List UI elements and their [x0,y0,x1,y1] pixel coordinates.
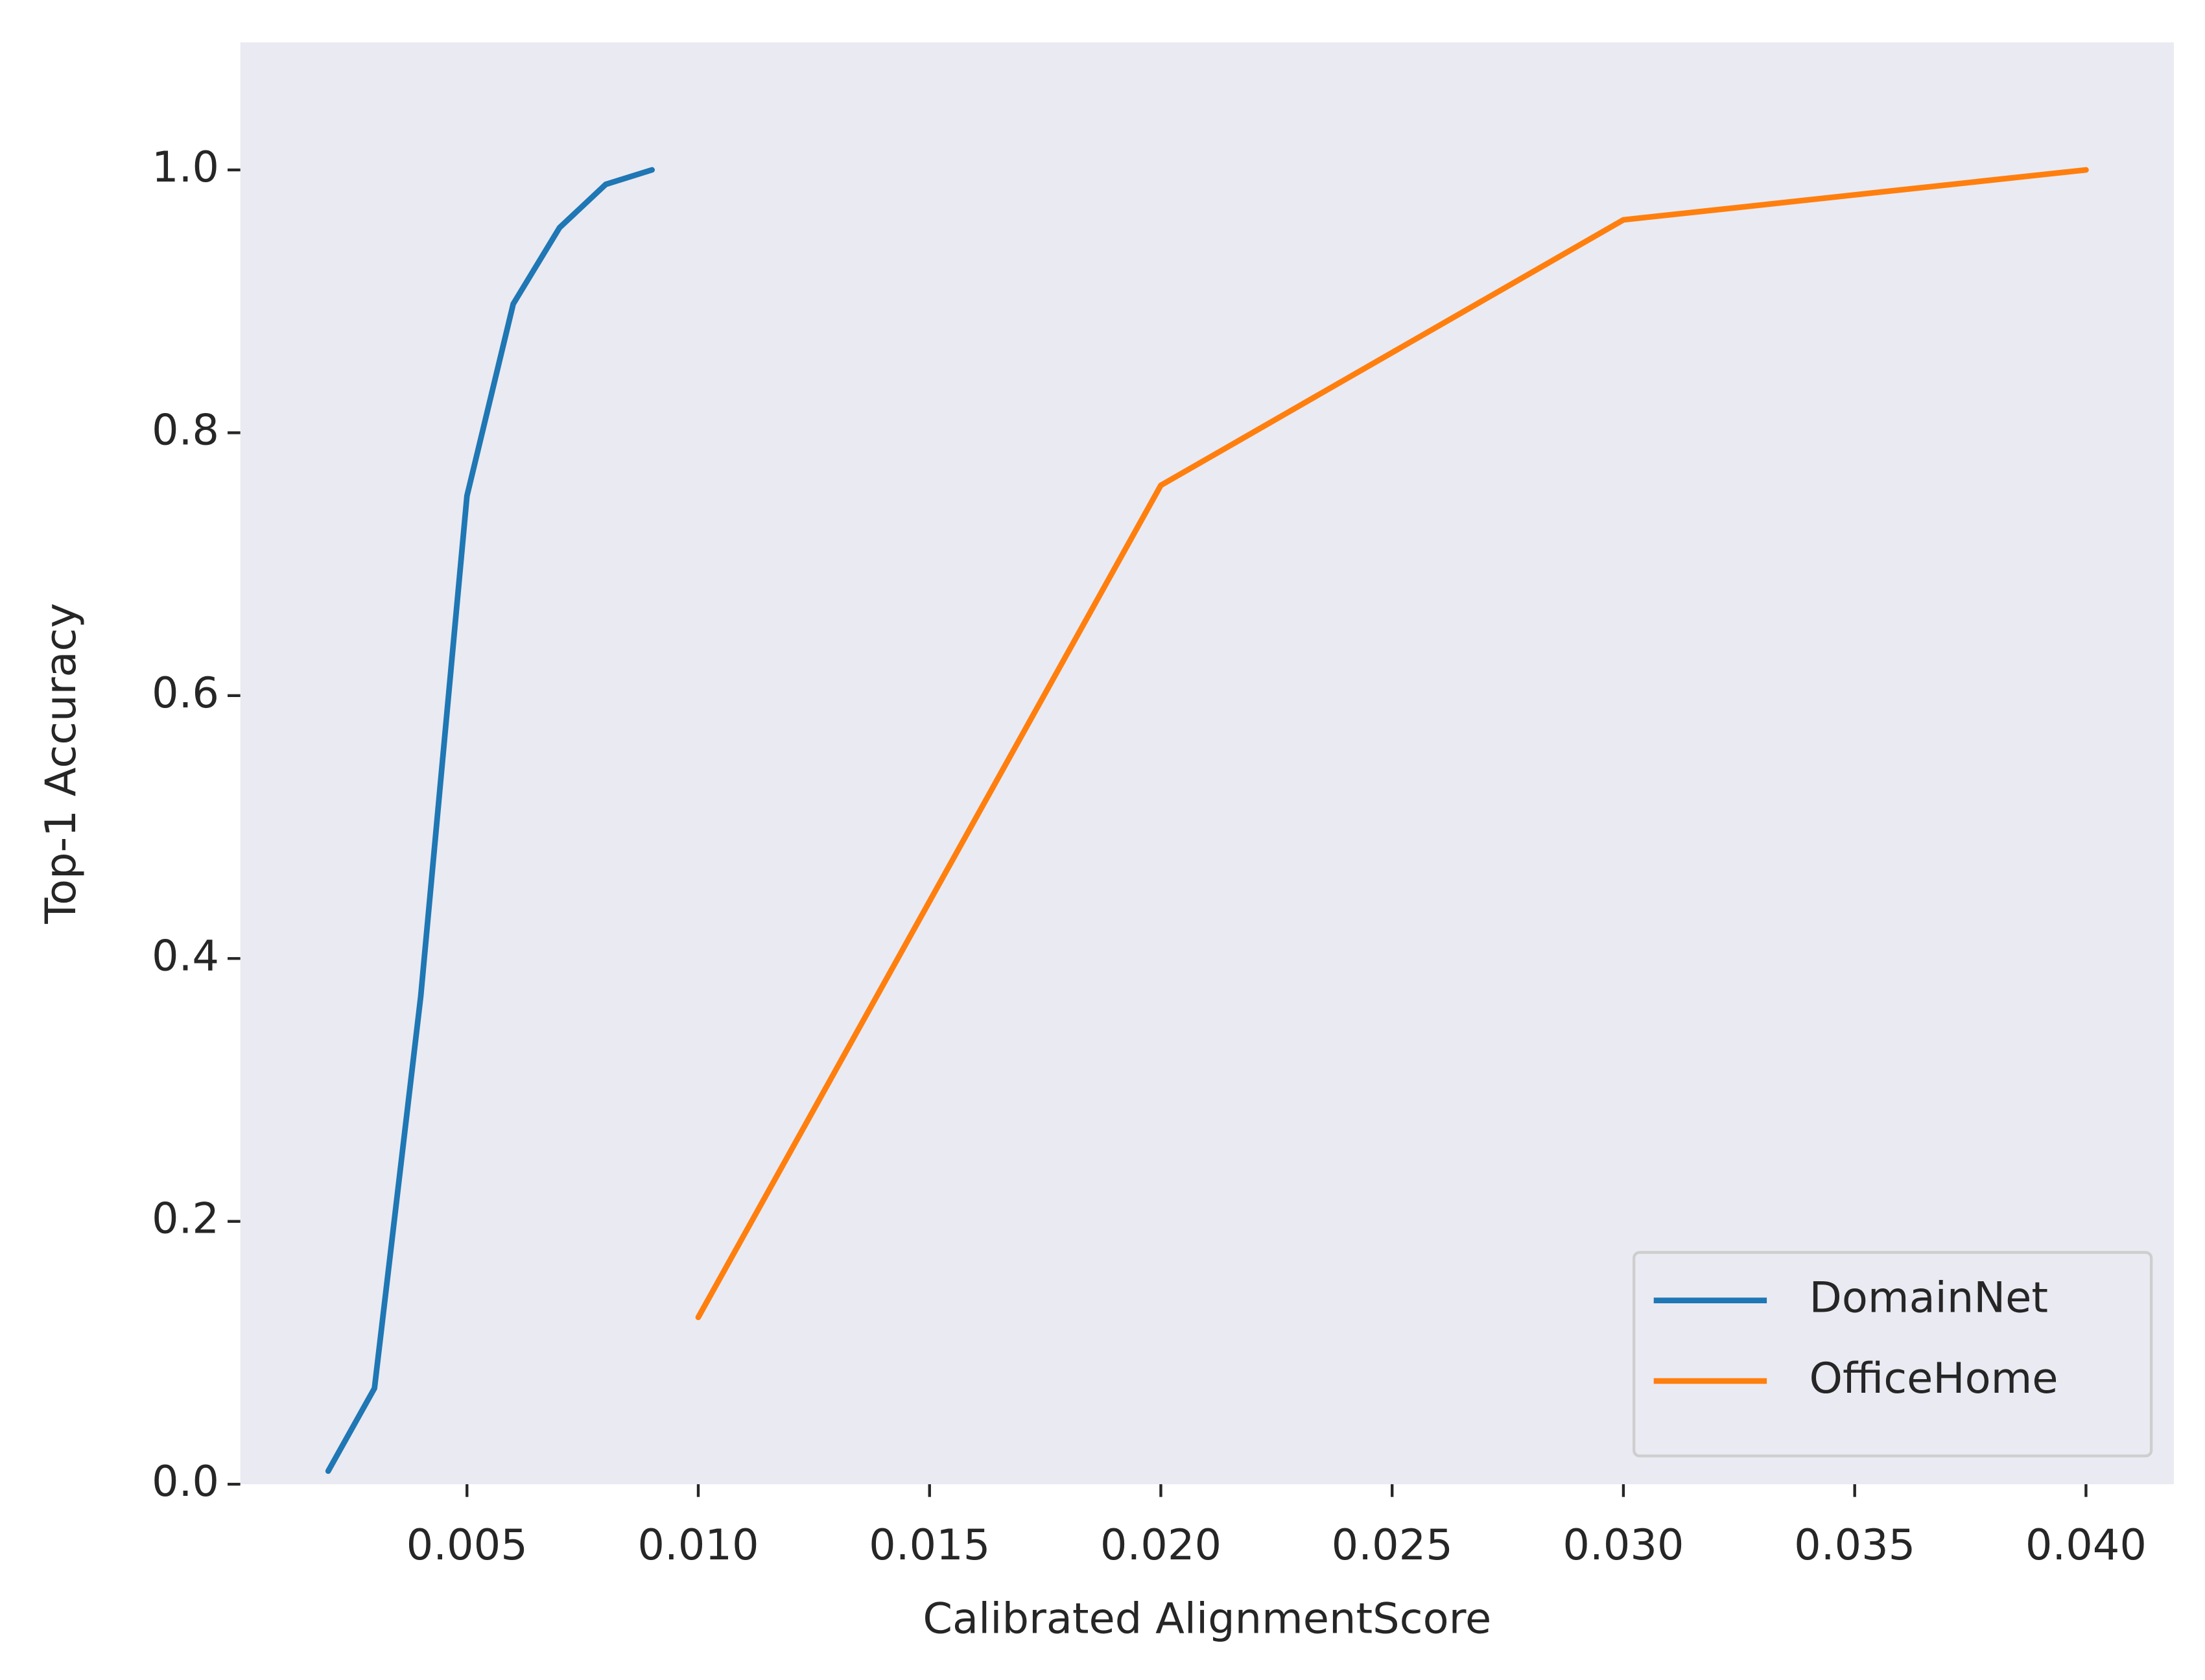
x-tick-label: 0.035 [1794,1520,1915,1570]
x-tick-label: 0.030 [1562,1520,1684,1570]
x-tick-label: 0.040 [2025,1520,2147,1570]
y-tick-label: 0.8 [152,405,219,455]
x-axis-label: Calibrated AlignmentScore [923,1594,1491,1644]
y-tick-label: 1.0 [152,143,219,192]
y-tick-label: 0.2 [152,1194,219,1244]
x-tick-label: 0.005 [407,1520,528,1570]
y-tick-label: 0.4 [152,931,219,980]
line-series [325,167,655,1474]
y-axis-label: Top-1 Accuracy [36,603,86,925]
legend: DomainNet OfficeHome [1633,1251,2153,1458]
x-tick-label: 0.025 [1332,1520,1453,1570]
x-tick-label: 0.015 [869,1520,990,1570]
y-tick-label: 0.0 [152,1457,219,1506]
legend-label: OfficeHome [1810,1354,2058,1403]
legend-label: DomainNet [1810,1273,2049,1323]
x-tick-label: 0.020 [1100,1520,1221,1570]
plot-area [240,42,2174,1485]
x-tick-label: 0.010 [637,1520,759,1570]
line-series [695,167,2089,1320]
y-tick-label: 0.6 [152,668,219,718]
